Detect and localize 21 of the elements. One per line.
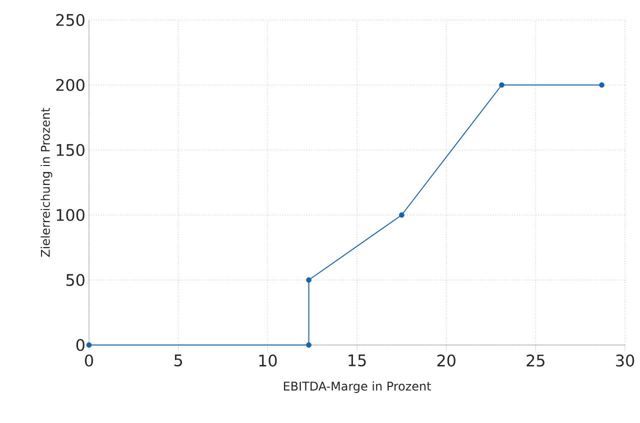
- point: [398, 212, 404, 218]
- point: [86, 342, 92, 348]
- point: [306, 342, 312, 348]
- x-tick-label: 25: [526, 354, 544, 367]
- point: [599, 82, 604, 88]
- point: [499, 82, 504, 88]
- x-tick-label: 15: [348, 354, 366, 366]
- x-axis-title: EBITDA-Marge in Prozent: [284, 381, 431, 393]
- x-tick-label: 10: [259, 354, 277, 367]
- x-tick-label: 30: [616, 354, 634, 367]
- y-tick-label: 100: [56, 208, 84, 222]
- x-tick-label: 20: [437, 354, 456, 367]
- y-axis-title: Zielerreichung in Prozent: [40, 108, 52, 257]
- y-tick-label: 50: [66, 274, 84, 286]
- point: [306, 277, 312, 283]
- x-tick-label: 5: [174, 354, 182, 366]
- y-tick-label: 150: [56, 144, 84, 156]
- y-tick-label: 200: [56, 78, 84, 92]
- y-tick-label: 250: [56, 14, 84, 26]
- x-tick-label: 0: [84, 354, 94, 367]
- y-tick-label: 0: [76, 338, 84, 352]
